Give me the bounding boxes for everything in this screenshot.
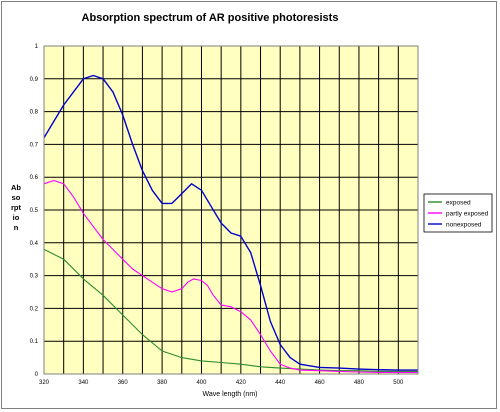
y-tick-label: 0.3	[30, 274, 39, 280]
y-tick-label: 0.9	[30, 77, 39, 83]
y-tick-label: 0	[35, 372, 39, 378]
x-tick-label: 380	[157, 380, 168, 386]
legend-label: nonexposed	[446, 222, 482, 229]
x-tick-label: 360	[118, 380, 129, 386]
x-axis-label: Wave length (nm)	[203, 391, 258, 398]
x-tick-label: 480	[354, 380, 365, 386]
legend-label: exposed	[446, 200, 471, 207]
chart-title: Absorption spectrum of AR positive photo…	[82, 12, 339, 24]
y-axis-label-line: so	[12, 193, 21, 202]
series-line-nonexposed	[43, 74, 418, 371]
y-tick-label: 0.4	[30, 241, 39, 247]
y-axis-label-line: n	[14, 223, 19, 232]
x-tick-label: 320	[39, 380, 50, 386]
y-tick-label: 0.8	[30, 110, 39, 116]
x-tick-label: 400	[196, 380, 207, 386]
series-line-exposed	[43, 248, 418, 372]
grid	[44, 46, 418, 374]
y-axis-label: Absorption	[11, 183, 22, 232]
x-tick-label: 440	[275, 380, 286, 386]
y-tick-label: 0.7	[30, 142, 39, 148]
x-tick-label: 340	[78, 380, 89, 386]
y-axis-label-line: io	[13, 213, 20, 222]
y-tick-label: 0.5	[30, 208, 39, 214]
legend: exposed partly exposed nonexposed	[423, 193, 493, 233]
plot-border	[43, 45, 419, 375]
x-tick-label: 420	[236, 380, 247, 386]
y-axis-label-line: rpt	[11, 203, 22, 212]
x-tick-label: 500	[393, 380, 404, 386]
y-tick-label: 1	[35, 44, 39, 50]
y-axis-label-line: Ab	[11, 183, 21, 192]
y-tick-label: 0.2	[30, 306, 39, 312]
y-tick-labels: 0 0.1 0.2 0.3 0.4 0.5 0.6 0.7 0.8 0.9 1	[30, 44, 39, 378]
series-group	[43, 74, 418, 373]
y-tick-label: 0.1	[30, 339, 39, 345]
x-tick-labels: 320 340 360 380 400 420 440 460 480 500	[39, 380, 404, 386]
legend-label: partly exposed	[446, 211, 489, 218]
series-line-partly-exposed	[43, 179, 418, 373]
x-tick-label: 460	[315, 380, 326, 386]
y-tick-label: 0.6	[30, 175, 39, 181]
